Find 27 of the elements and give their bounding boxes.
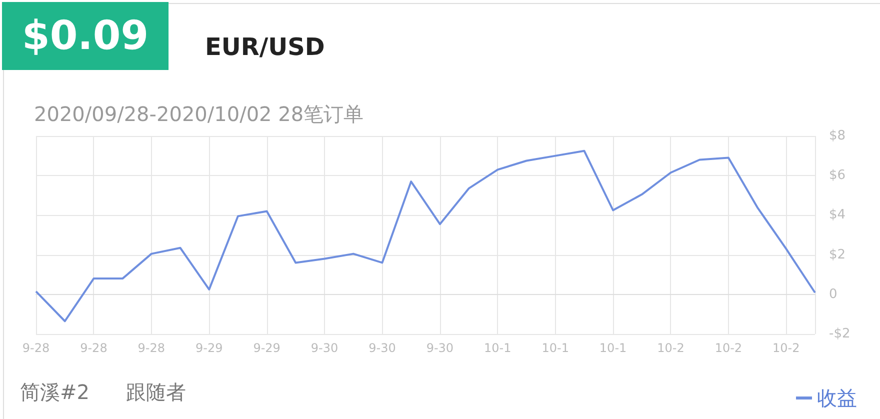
y-tick-label: $8 — [829, 128, 846, 144]
x-tick-label: 9-29 — [195, 341, 223, 355]
x-tick-label: 9-30 — [426, 341, 454, 355]
line-series — [35, 150, 816, 322]
chart-title: $0.09 — [22, 13, 149, 59]
text: 简溪#2 — [20, 380, 90, 404]
x-tick-label: 10-2 — [772, 341, 800, 355]
x-tick-label: 9-28 — [80, 341, 108, 355]
y-tick-label: $6 — [829, 168, 846, 184]
y-tick-label: $4 — [829, 208, 846, 223]
x-tick-label: 10-1 — [542, 341, 569, 355]
x-tick-label: 9-30 — [368, 341, 396, 355]
x-tick-label: 10-2 — [657, 341, 684, 355]
text: 跟随者 — [126, 380, 186, 404]
x-tick-label: 9-30 — [310, 341, 338, 355]
chart-subtitle: EUR/USD — [205, 33, 325, 61]
x-tick-label: 9-29 — [253, 341, 280, 355]
y-tick-label: $2 — [829, 247, 846, 262]
legend-label: 收益 — [817, 386, 857, 410]
y-tick-label: 0 — [829, 286, 838, 302]
y-tick-label: -$2 — [829, 326, 850, 342]
x-tick-label: 10-2 — [714, 341, 742, 355]
text: 2020/09/28-2020/10/02 28笔订单 — [34, 102, 364, 126]
x-tick-label: 9-28 — [22, 341, 50, 355]
x-tick-label: 10-1 — [599, 341, 627, 355]
x-tick-label: 9-28 — [138, 341, 166, 355]
x-tick-label: 10-1 — [484, 341, 512, 355]
